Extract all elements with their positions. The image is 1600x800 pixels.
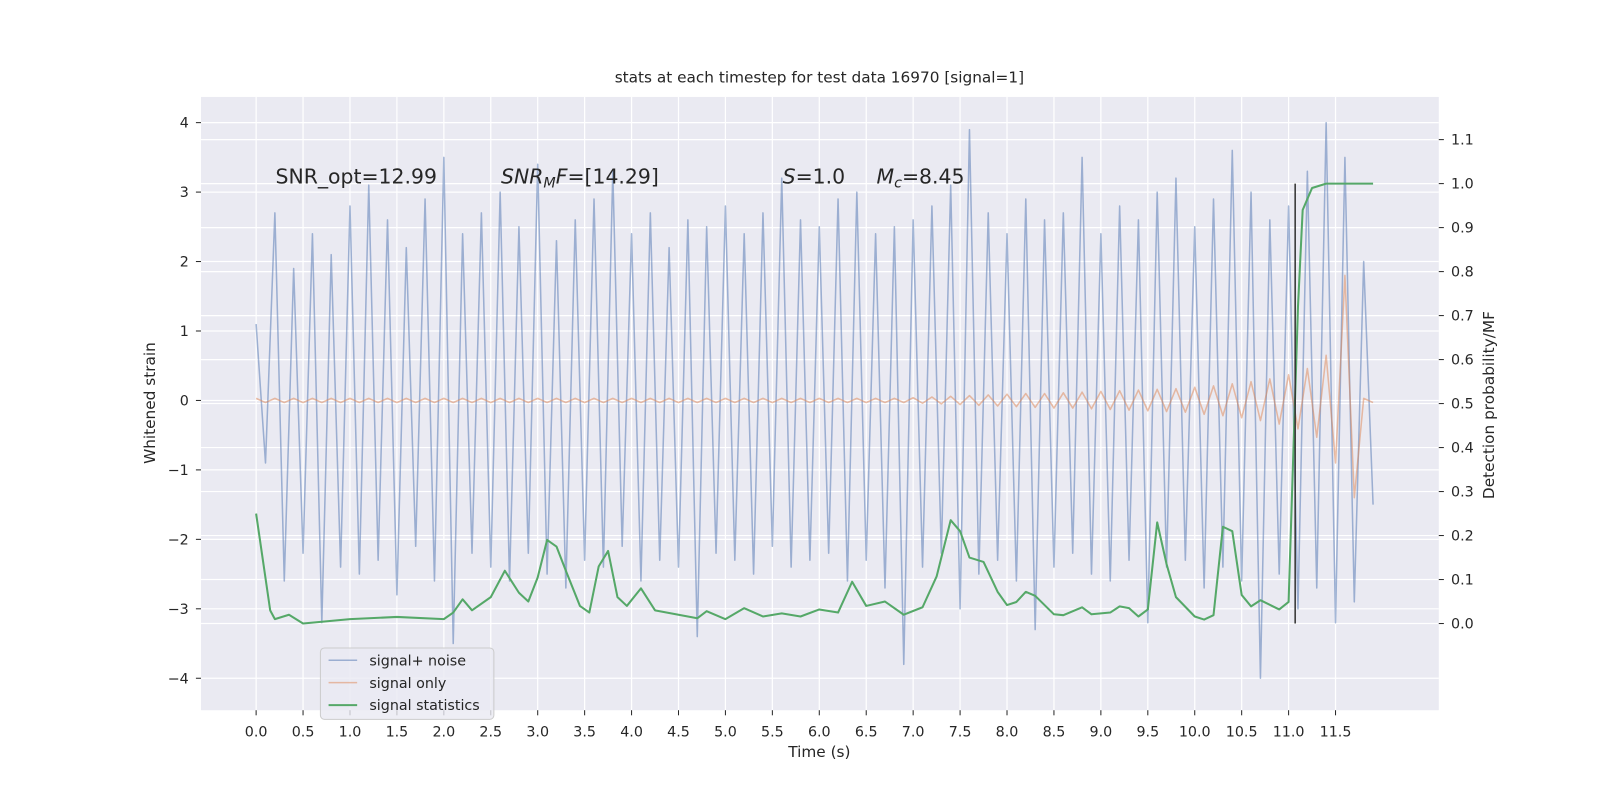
y-tick-label: −4: [168, 671, 189, 687]
chart-title: stats at each timestep for test data 169…: [615, 69, 1024, 87]
y-tick-label: 2: [180, 255, 189, 271]
x-tick-label: 11.5: [1320, 725, 1352, 741]
annotation: Mc=8.45: [877, 165, 965, 192]
legend-label: signal+ noise: [369, 653, 466, 669]
annotation-part: c: [894, 175, 902, 191]
y-tick-label: −2: [168, 532, 189, 548]
y2-tick-label: 0.6: [1451, 353, 1474, 369]
x-tick-label: 8.0: [996, 725, 1019, 741]
x-tick-label: 9.0: [1090, 725, 1113, 741]
x-tick-label: 3.0: [526, 725, 549, 741]
x-tick-label: 1.5: [386, 725, 409, 741]
y2-tick-label: 0.5: [1451, 397, 1474, 413]
y2-tick-label: 0.2: [1451, 529, 1474, 545]
annotation: SNRMF=[14.29]: [501, 165, 659, 192]
y2-tick-label: 1.1: [1451, 133, 1474, 149]
annotation-part: SNR_opt=12.99: [276, 165, 437, 190]
annotation-part: SNR: [501, 165, 543, 189]
x-tick-label: 1.0: [339, 725, 362, 741]
x-tick-label: 8.5: [1043, 725, 1066, 741]
x-tick-label: 7.0: [902, 725, 925, 741]
y-tick-label: 3: [180, 185, 189, 201]
annotation-part: M: [877, 165, 895, 189]
x-tick-label: 7.5: [949, 725, 972, 741]
y2-tick-label: 0.1: [1451, 573, 1474, 589]
y2-tick-label: 0.3: [1451, 485, 1474, 501]
x-axis-label: Time (s): [787, 743, 850, 761]
series-line: [255, 121, 1374, 680]
annotation-part: M: [543, 175, 555, 191]
y2-tick-label: 0.8: [1451, 265, 1474, 281]
y2-tick-label: 1.0: [1451, 177, 1474, 193]
series-line: [255, 274, 1374, 499]
x-tick-label: 11.0: [1273, 725, 1305, 741]
y2-axis-label: Detection probability/MF: [1480, 311, 1498, 499]
x-tick-label: 0.0: [245, 725, 268, 741]
y2-tick-label: 0.7: [1451, 309, 1474, 325]
annotation: SNR_opt=12.99: [276, 165, 437, 190]
legend-box: [319, 647, 495, 720]
annotation-part: S: [783, 165, 796, 189]
y2-tick-label: 0.0: [1451, 617, 1474, 633]
annotation: S=1.0: [783, 165, 845, 189]
x-tick-label: 4.5: [667, 725, 690, 741]
y2-tick-label: 0.4: [1451, 441, 1474, 457]
y-tick-label: 0: [180, 394, 189, 410]
y-axis-label: Whitened strain: [141, 342, 159, 464]
legend-label: signal statistics: [369, 698, 479, 714]
x-tick-label: 6.5: [855, 725, 878, 741]
x-tick-label: 3.5: [573, 725, 596, 741]
y-tick-label: −3: [168, 602, 189, 618]
y2-tick-label: 0.9: [1451, 221, 1474, 237]
x-tick-label: 10.0: [1179, 725, 1211, 741]
x-tick-label: 2.0: [432, 725, 455, 741]
legend-label: signal only: [369, 676, 446, 692]
y-tick-label: 4: [180, 116, 189, 132]
x-tick-label: 4.0: [620, 725, 643, 741]
x-tick-label: 5.5: [761, 725, 784, 741]
x-tick-label: 6.0: [808, 725, 831, 741]
annotation-part: =1.0: [796, 165, 846, 189]
x-tick-label: 9.5: [1136, 725, 1159, 741]
annotation-part: F: [556, 165, 568, 189]
y-tick-label: −1: [168, 463, 189, 479]
x-tick-label: 2.5: [479, 725, 502, 741]
x-tick-label: 5.0: [714, 725, 737, 741]
y-tick-label: 1: [180, 324, 189, 340]
annotation-part: =8.45: [902, 165, 965, 189]
x-tick-label: 10.5: [1226, 725, 1258, 741]
series-line: [255, 182, 1374, 625]
x-tick-label: 0.5: [292, 725, 315, 741]
annotation-part: =[14.29]: [567, 165, 658, 189]
